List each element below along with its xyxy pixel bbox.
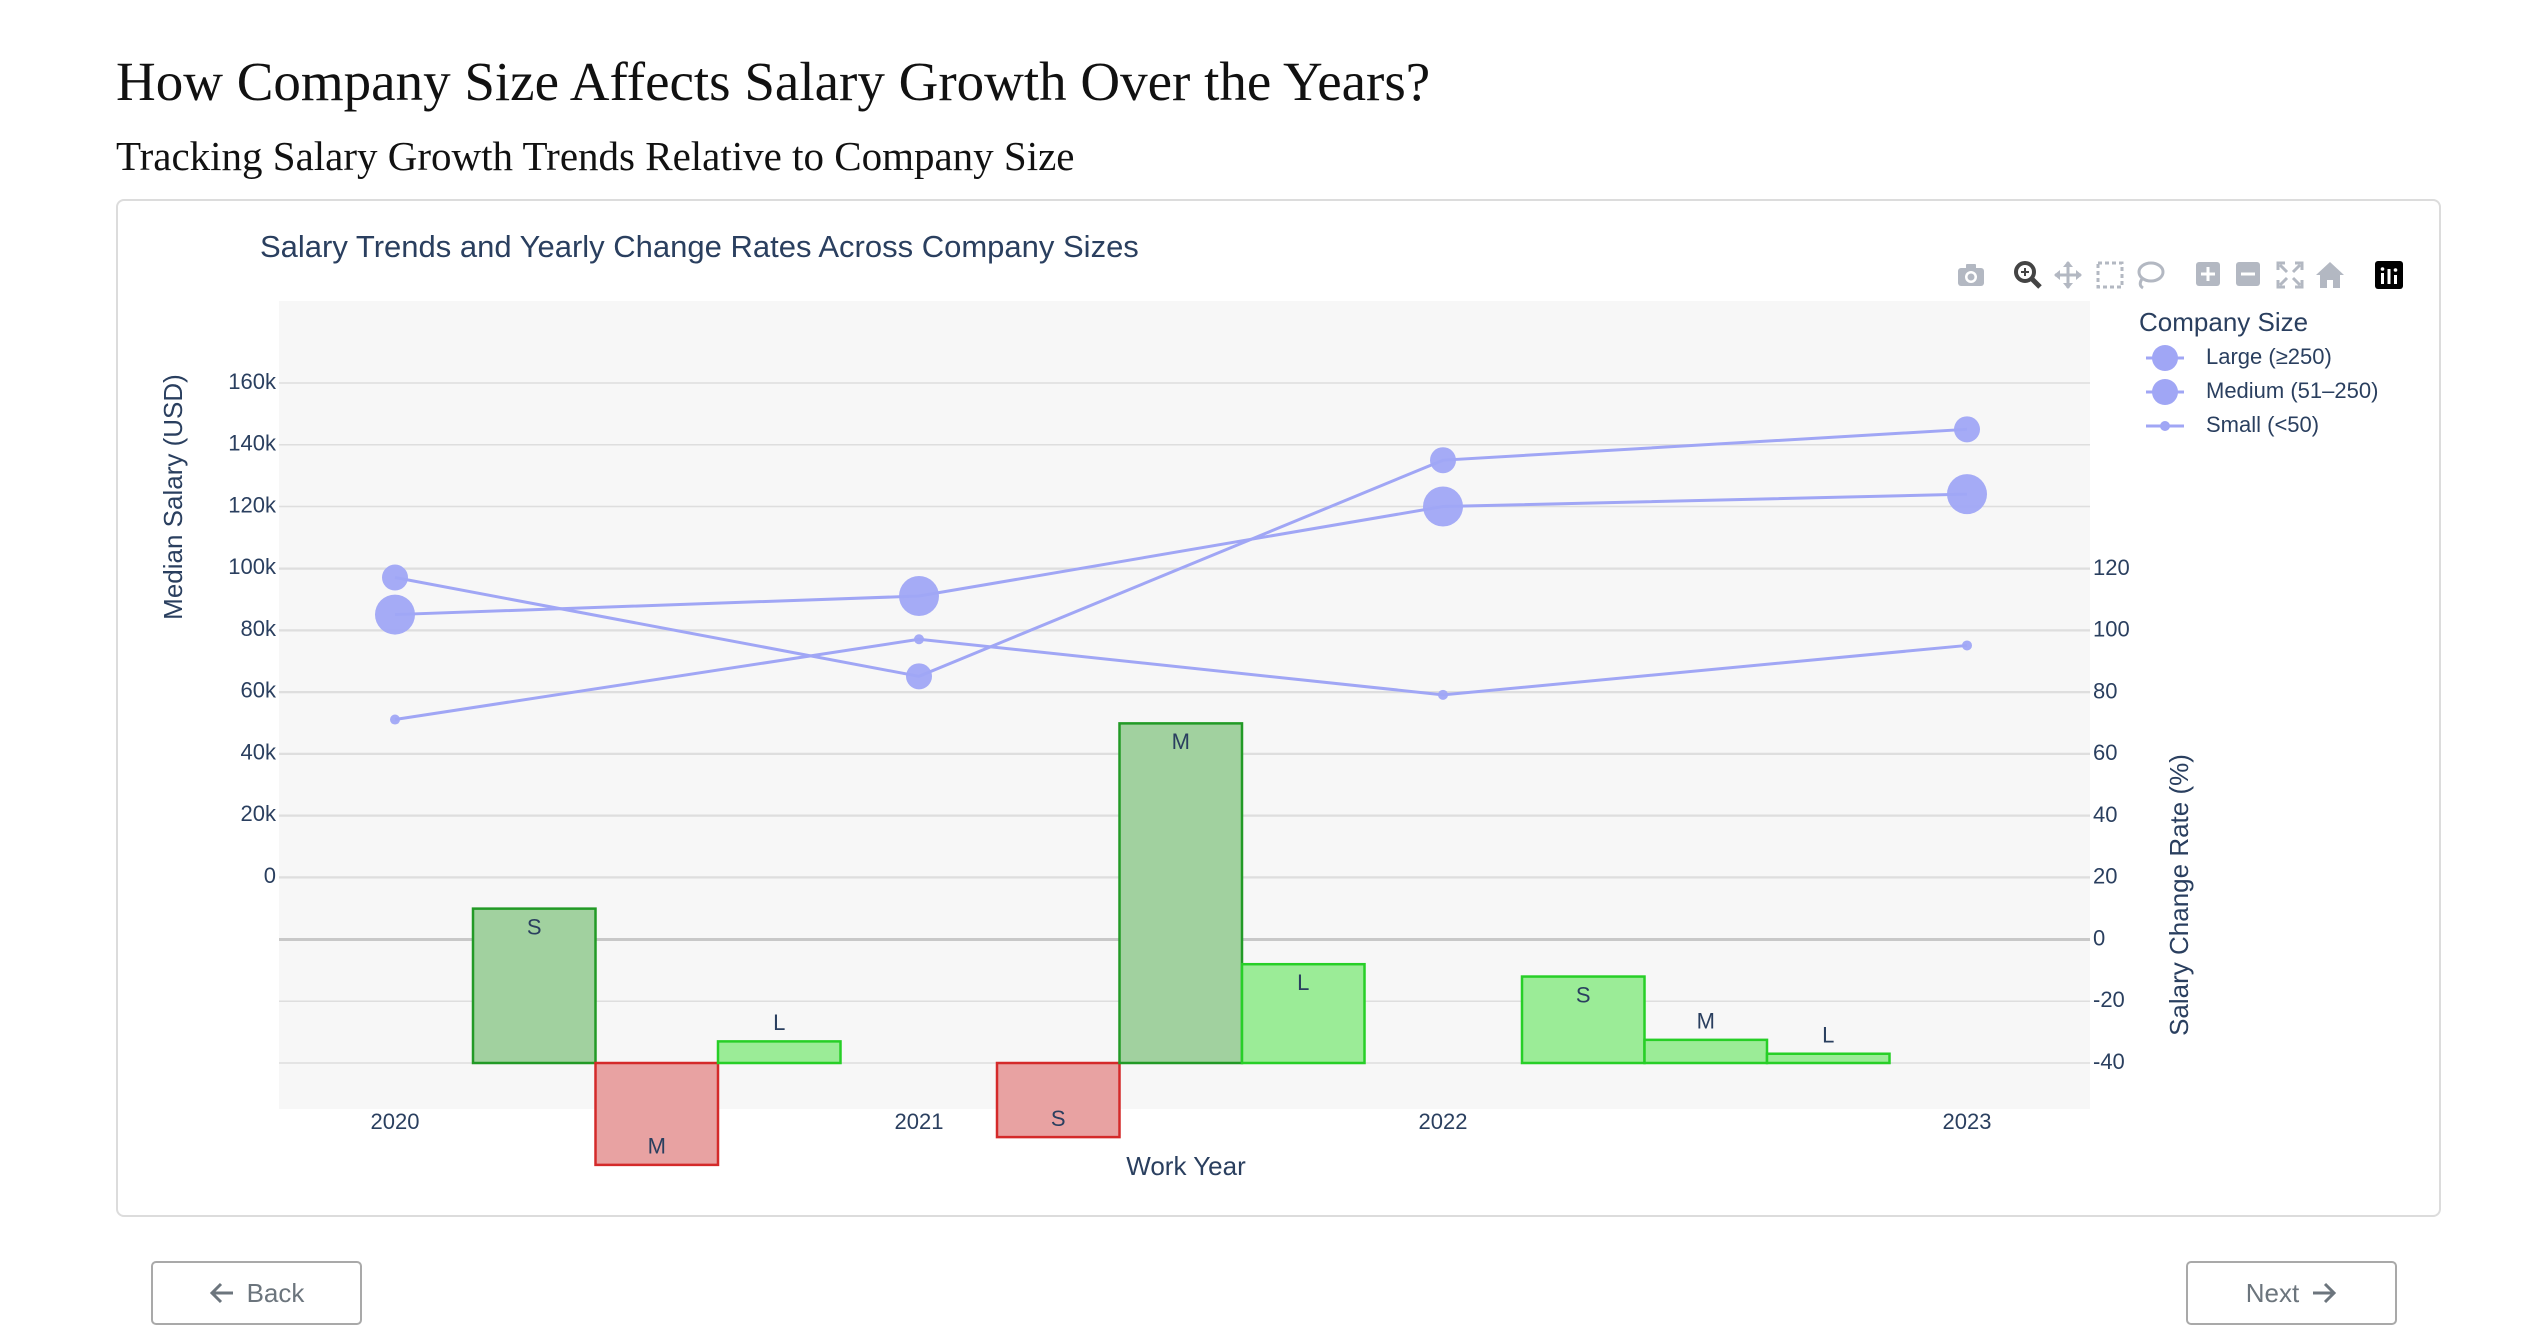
- x-axis-title: Work Year: [1126, 1151, 1246, 1181]
- legend-item-small[interactable]: Small (<50): [2146, 412, 2319, 437]
- chart-card: S M L S M L S M L 0 20k 40k 60k 80k 100k 120k 140k 160k -…: [116, 199, 2441, 1217]
- autoscale-icon[interactable]: [2276, 261, 2304, 289]
- line-marker[interactable]: [1423, 486, 1463, 527]
- zoom-out-icon[interactable]: [2236, 262, 2260, 286]
- bar-label: L: [773, 1010, 785, 1035]
- next-button[interactable]: Next: [2186, 1261, 2397, 1325]
- y-tick-label: 0: [264, 863, 276, 888]
- x-tick-label: 2022: [1419, 1109, 1468, 1134]
- x-tick-label: 2020: [371, 1109, 420, 1134]
- y-tick-label: 20k: [241, 801, 277, 826]
- bar-2020-S[interactable]: [471, 907, 597, 1065]
- bar-label: L: [1297, 970, 1309, 995]
- bar-2020-M[interactable]: [594, 1061, 720, 1167]
- y-tick-label: 160k: [228, 369, 277, 394]
- y2-tick-label: 60: [2093, 740, 2117, 765]
- y2-tick-label: 0: [2093, 925, 2105, 950]
- legend-item-medium[interactable]: Medium (51–250): [2146, 378, 2378, 405]
- zoom-in-icon[interactable]: [2196, 262, 2220, 286]
- line-marker[interactable]: [1947, 474, 1987, 515]
- x-tick-label: 2021: [895, 1109, 944, 1134]
- zoom-icon[interactable]: [2014, 261, 2042, 289]
- line-series-2: [394, 637, 1968, 722]
- y2-tick-label: -20: [2093, 987, 2125, 1012]
- line-series-1: [394, 492, 1968, 617]
- line-marker[interactable]: [914, 634, 924, 645]
- line-series-0: [394, 427, 1968, 678]
- bar-label: M: [1697, 1009, 1715, 1034]
- lasso-select-icon[interactable]: [2137, 261, 2165, 290]
- line-marker[interactable]: [1438, 689, 1448, 700]
- bar-2022-M[interactable]: [1643, 1038, 1769, 1065]
- y-tick-label: 100k: [228, 554, 277, 579]
- y2-tick-label: 40: [2093, 802, 2117, 827]
- y-axis-title: Median Salary (USD): [158, 374, 188, 620]
- reset-axes-icon[interactable]: [2316, 262, 2344, 288]
- y-tick-label: 60k: [241, 678, 277, 703]
- legend: Company Size Large (≥250) Medium (51–250…: [2139, 307, 2378, 437]
- y2-axis-title: Salary Change Rate (%): [2164, 754, 2194, 1036]
- bar-2021-M[interactable]: [1118, 722, 1244, 1065]
- camera-icon[interactable]: [1958, 264, 1984, 286]
- bar-label: S: [1576, 982, 1591, 1007]
- y-tick-label: 80k: [241, 616, 277, 641]
- bar-label: M: [648, 1134, 666, 1159]
- page-subtitle: Tracking Salary Growth Trends Relative t…: [116, 133, 1075, 179]
- y2-tick-label: 80: [2093, 678, 2117, 703]
- bars-layer: S M L S M L S M L: [471, 722, 1891, 1167]
- modebar: [1958, 261, 2403, 290]
- bar-2022-L[interactable]: [1765, 1052, 1891, 1065]
- legend-item-large[interactable]: Large (≥250): [2146, 344, 2332, 371]
- bar-2020-L[interactable]: [716, 1040, 842, 1065]
- x-tick-label: 2023: [1943, 1109, 1992, 1134]
- bar-2021-L[interactable]: [1240, 962, 1366, 1065]
- plotly-logo-icon[interactable]: [2375, 261, 2403, 289]
- bar-2021-S[interactable]: [995, 1061, 1121, 1139]
- line-marker[interactable]: [899, 576, 939, 617]
- lines-layer: [375, 416, 1987, 725]
- pan-icon[interactable]: [2054, 261, 2082, 289]
- back-button[interactable]: Back: [151, 1261, 362, 1325]
- bar-2022-S[interactable]: [1520, 975, 1646, 1065]
- bar-label: S: [527, 914, 542, 939]
- y-tick-label: 120k: [228, 492, 277, 517]
- box-select-icon[interactable]: [2096, 261, 2124, 289]
- line-marker[interactable]: [390, 714, 400, 725]
- chart-svg: S M L S M L S M L 0 20k 40k 60k 80k 100k 120k 140k 160k -…: [158, 229, 2403, 1181]
- back-button-label: Back: [246, 1277, 305, 1308]
- legend-label-medium: Medium (51–250): [2206, 378, 2378, 403]
- arrow-left-icon: [209, 1282, 233, 1304]
- bar-label: L: [1822, 1023, 1834, 1048]
- line-marker[interactable]: [382, 564, 408, 591]
- y-tick-label: 140k: [228, 431, 277, 456]
- page-title: How Company Size Affects Salary Growth O…: [116, 51, 1431, 112]
- bar-label: M: [1172, 729, 1190, 754]
- line-marker[interactable]: [1430, 447, 1456, 474]
- y2-tick-label: 100: [2093, 617, 2130, 642]
- legend-label-large: Large (≥250): [2206, 344, 2332, 369]
- bar-label: S: [1051, 1106, 1066, 1131]
- y2-tick-label: 20: [2093, 864, 2117, 889]
- chart-title: Salary Trends and Yearly Change Rates Ac…: [260, 229, 1139, 264]
- line-marker[interactable]: [1954, 416, 1980, 443]
- line-marker[interactable]: [1962, 640, 1972, 651]
- line-marker[interactable]: [906, 663, 932, 690]
- arrow-right-icon: [2313, 1282, 2337, 1304]
- axes-layer: 0 20k 40k 60k 80k 100k 120k 140k 160k -40 -20 0 20 40…: [228, 369, 2129, 1134]
- next-button-label: Next: [2245, 1277, 2300, 1308]
- legend-title: Company Size: [2139, 307, 2308, 337]
- legend-label-small: Small (<50): [2206, 412, 2319, 437]
- y2-tick-label: -40: [2093, 1049, 2125, 1074]
- line-marker[interactable]: [375, 594, 415, 635]
- y-tick-label: 40k: [241, 739, 277, 764]
- y2-tick-label: 120: [2093, 555, 2130, 580]
